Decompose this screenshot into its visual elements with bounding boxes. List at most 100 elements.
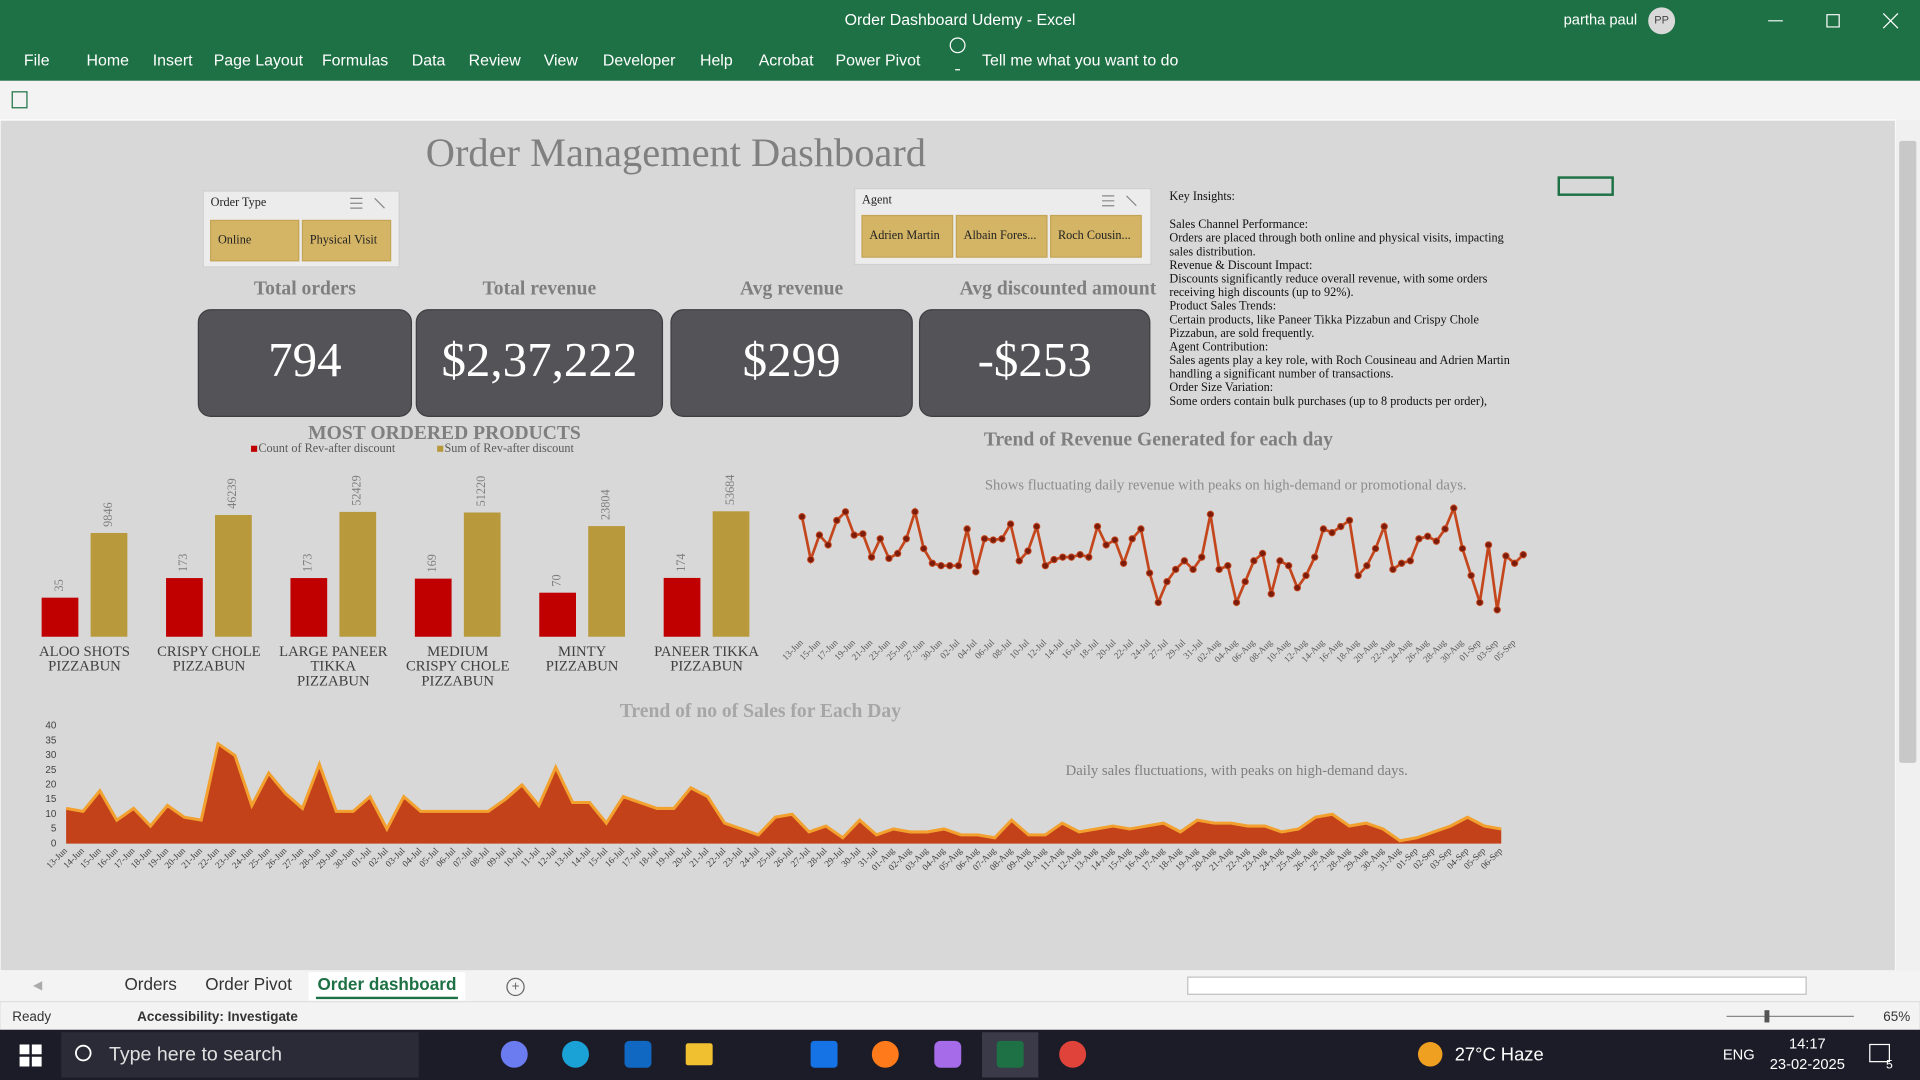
chart-title: Trend of Revenue Generated for each day [984, 429, 1333, 450]
taskbar-search[interactable]: Type here to search [109, 1044, 282, 1066]
ribbon-tab[interactable]: Acrobat [759, 52, 814, 69]
add-sheet-button[interactable] [506, 977, 525, 997]
horizontal-scrollbar[interactable] [1187, 976, 1807, 995]
search-icon[interactable] [75, 1044, 92, 1062]
weather[interactable]: 27°C Haze [1455, 1043, 1544, 1064]
slicer-item[interactable]: Online [218, 232, 251, 246]
ribbon-tab[interactable]: Review [469, 52, 522, 69]
bar [414, 578, 452, 637]
line-marker [1371, 544, 1380, 553]
line-marker [1519, 551, 1527, 559]
line-marker [1102, 541, 1110, 549]
ribbon-tab[interactable]: Formulas [322, 52, 388, 69]
line-marker [1415, 535, 1423, 543]
line-marker [859, 530, 867, 538]
kpi-value: $299 [743, 332, 841, 387]
user-avatar[interactable] [1648, 7, 1676, 35]
slicer-item[interactable]: Roch Cousin... [1058, 228, 1131, 242]
line-marker [885, 554, 893, 563]
slicer-icons[interactable] [350, 197, 385, 209]
kpi-card [197, 309, 413, 417]
dashboard-title: Order Management Dashboard [426, 130, 926, 175]
firefox-icon[interactable] [871, 1040, 899, 1068]
clock-time[interactable]: 14:17 [1789, 1036, 1826, 1052]
copilot-icon[interactable] [500, 1040, 528, 1068]
window-controls[interactable] [1768, 13, 1899, 29]
ribbon-tab[interactable]: View [544, 52, 579, 69]
ribbon-tab[interactable]: Developer [603, 52, 676, 69]
notification-count[interactable]: 5 [1886, 1058, 1893, 1072]
dropbox-icon[interactable] [810, 1040, 838, 1068]
ribbon-tab[interactable]: Insert [153, 52, 193, 69]
line-marker [1145, 569, 1154, 577]
slicer-button[interactable] [210, 219, 300, 262]
taskbar-search-box[interactable] [61, 1032, 419, 1078]
y-tick-label: 15 [45, 794, 56, 805]
x-tick-label: LARGE PANEER [279, 644, 388, 660]
start-button[interactable] [19, 1044, 42, 1067]
slicer-button[interactable] [1050, 214, 1142, 258]
ribbon-tab[interactable]: Page Layout [214, 52, 304, 69]
slicer-item[interactable]: Physical Visit [310, 232, 378, 246]
add-sheet-plus[interactable]: + [512, 979, 520, 994]
user-name[interactable]: partha paul [1564, 13, 1638, 29]
line-marker [920, 544, 928, 553]
line-marker [1328, 528, 1336, 537]
accessibility-status[interactable]: Accessibility: Investigate [137, 1009, 298, 1024]
user-initials[interactable]: PP [1654, 15, 1669, 27]
line-marker [1250, 557, 1258, 565]
slicer-item[interactable]: Albain Fores... [964, 228, 1037, 242]
active-sheet-tab[interactable] [308, 972, 466, 1001]
slicer-item[interactable]: Adrien Martin [869, 228, 939, 242]
insight-line: Revenue & Discount Impact: [1169, 258, 1312, 272]
slicer-title: Order Type [211, 195, 267, 209]
ribbon-tab[interactable]: Data [412, 52, 446, 69]
line-marker [1198, 553, 1206, 561]
m365-icon[interactable] [934, 1040, 962, 1068]
chrome-icon[interactable] [1059, 1040, 1087, 1068]
save-icon[interactable] [11, 91, 28, 109]
x-tick-label: MINTY [558, 644, 607, 660]
tab-scroll-left[interactable]: ◀ [33, 978, 43, 992]
insight-line: Agent Contribution: [1169, 339, 1268, 353]
outlook-icon[interactable] [624, 1040, 652, 1068]
explorer-icon[interactable] [685, 1043, 713, 1066]
sheet-tab[interactable]: Order dashboard [317, 974, 456, 994]
line-marker [1215, 565, 1223, 574]
insight-line: Pizzabun, are sold frequently. [1169, 326, 1314, 340]
line-marker [911, 508, 919, 516]
ribbon-tab[interactable]: Help [700, 52, 733, 69]
ribbon-tab[interactable]: Home [87, 52, 130, 69]
line-marker [815, 531, 824, 539]
zoom-level[interactable]: 65% [1883, 1009, 1910, 1024]
bar [663, 577, 701, 637]
line-marker [1424, 532, 1432, 540]
data-label: 173 [176, 554, 190, 572]
sheet-tab[interactable]: Orders [124, 974, 176, 994]
x-tick-label: PIZZABUN [48, 659, 121, 675]
line-marker [1293, 584, 1302, 592]
kpi-value: $2,37,222 [441, 332, 637, 387]
scroll-thumb[interactable] [1899, 140, 1917, 763]
tell-me-search[interactable]: Tell me what you want to do [982, 52, 1178, 69]
excel-icon[interactable] [996, 1040, 1024, 1068]
line-marker [1041, 562, 1050, 570]
zoom-thumb[interactable] [1764, 1010, 1770, 1023]
line-marker [798, 513, 806, 521]
notification-icon[interactable] [1869, 1043, 1890, 1063]
status-ready: Ready [12, 1009, 51, 1024]
line-marker [1502, 552, 1510, 560]
ribbon-tab[interactable]: File [24, 52, 50, 69]
slicer-button[interactable] [955, 214, 1048, 258]
slicer-icons[interactable] [1102, 195, 1137, 207]
slicer-button[interactable] [861, 214, 954, 258]
slicer-button[interactable] [301, 219, 392, 262]
ribbon-tab[interactable]: Power Pivot [836, 52, 921, 69]
clock-date[interactable]: 23-02-2025 [1770, 1057, 1845, 1073]
edge-icon[interactable] [562, 1040, 589, 1068]
line-marker [1432, 537, 1441, 545]
sheet-tab[interactable]: Order Pivot [205, 974, 292, 994]
language[interactable]: ENG [1723, 1047, 1755, 1063]
y-tick-label: 25 [45, 765, 56, 776]
